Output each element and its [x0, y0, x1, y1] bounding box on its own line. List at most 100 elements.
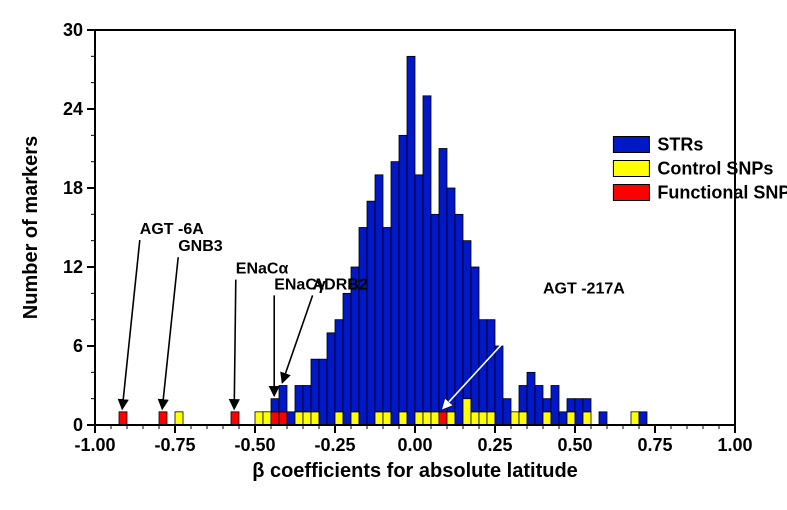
bar-FunctionalSNPs: [159, 412, 167, 425]
bar-STRs: [319, 359, 327, 425]
bar-STRs: [495, 346, 503, 425]
annotation-label: ADRB2: [313, 276, 368, 293]
bar-FunctionalSNPs: [271, 412, 279, 425]
bar-STRs: [343, 293, 351, 425]
x-tick-label: 0.75: [637, 435, 672, 455]
bar-STRs: [391, 162, 399, 425]
y-tick-label: 6: [73, 336, 83, 356]
bar-ControlSNPs: [303, 412, 311, 425]
annotation-arrow: [122, 240, 140, 409]
x-tick-label: -0.75: [154, 435, 195, 455]
bar-ControlSNPs: [543, 412, 551, 425]
bar-STRs: [559, 412, 567, 425]
bar-ControlSNPs: [175, 412, 183, 425]
x-tick-label: 0.50: [557, 435, 592, 455]
bar-ControlSNPs: [415, 412, 423, 425]
x-tick-label: -0.25: [314, 435, 355, 455]
bar-STRs: [335, 320, 343, 412]
legend-label: Control SNPs: [657, 159, 773, 179]
bar-STRs: [431, 214, 439, 411]
bar-STRs: [271, 399, 279, 412]
bar-STRs: [327, 333, 335, 425]
bar-STRs: [551, 386, 559, 426]
bar-STRs: [279, 386, 287, 412]
bar-ControlSNPs: [255, 412, 263, 425]
bar-STRs: [303, 386, 311, 412]
y-tick-label: 30: [63, 20, 83, 40]
y-axis-label: Number of markers: [20, 136, 42, 319]
bar-STRs: [287, 412, 295, 425]
y-tick-label: 24: [63, 99, 83, 119]
bar-STRs: [375, 175, 383, 412]
histogram-chart: -1.00 -0.75 -0.50 -0.25 0.00 0.25 0.50 0.75 1.00…: [0, 0, 787, 510]
bar-ControlSNPs: [487, 412, 495, 425]
annotation-arrow: [162, 257, 178, 409]
legend-label: Functional SNPs: [657, 183, 787, 203]
bar-STRs: [383, 228, 391, 412]
y-tick-label: 0: [73, 415, 83, 435]
bar-ControlSNPs: [567, 412, 575, 425]
bar-ControlSNPs: [463, 399, 471, 425]
bar-ControlSNPs: [295, 412, 303, 425]
legend-swatch: [613, 161, 649, 177]
bar-FunctionalSNPs: [439, 412, 447, 425]
bar-STRs: [367, 201, 375, 425]
annotation-arrow: [282, 295, 312, 382]
y-tick-label: 18: [63, 178, 83, 198]
bar-STRs: [439, 149, 447, 412]
bar-ControlSNPs: [447, 412, 455, 425]
bar-STRs: [407, 56, 415, 425]
bar-STRs: [583, 399, 591, 412]
bar-FunctionalSNPs: [119, 412, 127, 425]
bar-STRs: [311, 359, 319, 412]
bar-STRs: [543, 399, 551, 412]
bar-STRs: [415, 175, 423, 412]
bar-ControlSNPs: [399, 412, 407, 425]
bar-ControlSNPs: [423, 412, 431, 425]
bar-ControlSNPs: [351, 412, 359, 425]
x-tick-label: 0.00: [397, 435, 432, 455]
annotation-label: ENaCα: [236, 261, 289, 278]
legend: STRs Control SNPs Functional SNPs: [613, 135, 787, 203]
x-tick-label: -0.50: [234, 435, 275, 455]
bar-STRs: [463, 241, 471, 399]
bar-ControlSNPs: [431, 412, 439, 425]
bar-ControlSNPs: [471, 412, 479, 425]
bar-STRs: [639, 412, 647, 425]
bar-STRs: [567, 399, 575, 412]
annotation-label: AGT -6A: [140, 221, 204, 238]
bar-ControlSNPs: [311, 412, 319, 425]
bar-ControlSNPs: [631, 412, 639, 425]
bar-STRs: [447, 188, 455, 412]
x-tick-label: -1.00: [74, 435, 115, 455]
bar-ControlSNPs: [375, 412, 383, 425]
bar-ControlSNPs: [335, 412, 343, 425]
bar-STRs: [399, 135, 407, 412]
x-axis-label: β coefficients for absolute latitude: [252, 460, 578, 482]
bar-STRs: [503, 399, 511, 425]
bar-ControlSNPs: [511, 412, 519, 425]
x-tick-label: 1.00: [717, 435, 752, 455]
legend-swatch: [613, 137, 649, 153]
bar-STRs: [359, 228, 367, 426]
bar-ControlSNPs: [263, 412, 271, 425]
bar-STRs: [535, 386, 543, 426]
y-tick-label: 12: [63, 257, 83, 277]
bar-STRs: [295, 386, 303, 412]
annotation-label: AGT -217A: [543, 280, 625, 297]
bar-STRs: [487, 320, 495, 412]
bar-ControlSNPs: [519, 412, 527, 425]
x-tick-label: 0.25: [477, 435, 512, 455]
bar-FunctionalSNPs: [279, 412, 287, 425]
annotation-label: GNB3: [178, 238, 223, 255]
bar-STRs: [599, 412, 607, 425]
bar-STRs: [527, 372, 535, 425]
bar-ControlSNPs: [583, 412, 591, 425]
bar-ControlSNPs: [383, 412, 391, 425]
bar-STRs: [471, 267, 479, 412]
bar-STRs: [519, 386, 527, 412]
annotation-arrow: [234, 280, 236, 410]
legend-swatch: [613, 185, 649, 201]
bar-ControlSNPs: [479, 412, 487, 425]
legend-label: STRs: [657, 135, 703, 155]
